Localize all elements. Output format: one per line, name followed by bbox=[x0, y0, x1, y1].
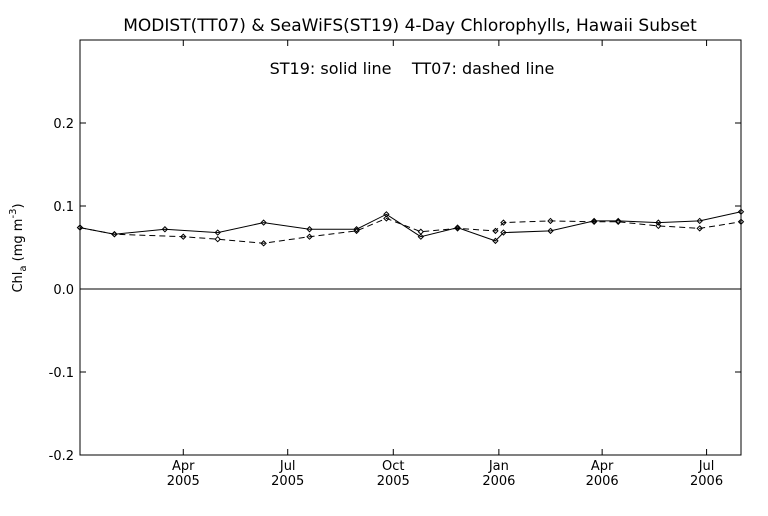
data-point-marker bbox=[353, 227, 360, 235]
y-tick-label: 0.1 bbox=[53, 200, 74, 215]
data-point-marker bbox=[76, 224, 84, 231]
data-point-marker bbox=[353, 226, 360, 233]
data-point-marker bbox=[383, 211, 390, 218]
x-axis: Apr2005Jul2005Oct2005Jan2006Apr2006Jul20… bbox=[167, 40, 723, 489]
data-point-marker bbox=[417, 228, 425, 235]
y-axis-label: Chla (mg m-3) bbox=[8, 203, 29, 292]
data-point-marker bbox=[500, 229, 507, 236]
data-point-marker bbox=[214, 229, 221, 236]
chart-title: MODIST(TT07) & SeaWiFS(ST19) 4-Day Chlor… bbox=[123, 16, 697, 36]
x-tick-month-label: Apr bbox=[591, 459, 614, 474]
data-point-marker bbox=[655, 219, 662, 226]
x-tick-month-label: Jul bbox=[279, 459, 296, 474]
x-tick-year-label: 2006 bbox=[690, 474, 723, 489]
data-point-marker bbox=[492, 227, 499, 235]
x-tick-year-label: 2005 bbox=[271, 474, 304, 489]
x-tick-year-label: 2006 bbox=[586, 474, 619, 489]
x-tick-year-label: 2006 bbox=[482, 474, 515, 489]
data-point-marker bbox=[737, 208, 745, 216]
data-point-marker bbox=[111, 231, 118, 238]
legend-annotation: ST19: solid line TT07: dashed line bbox=[270, 59, 555, 78]
data-point-marker bbox=[492, 237, 499, 245]
series-ST19 bbox=[76, 208, 745, 245]
data-point-marker bbox=[696, 217, 703, 225]
data-point-marker bbox=[306, 226, 313, 233]
data-point-marker bbox=[214, 235, 221, 243]
data-point-marker bbox=[383, 215, 390, 222]
data-point-marker bbox=[306, 233, 313, 240]
data-point-marker bbox=[696, 225, 703, 232]
data-point-marker bbox=[454, 225, 461, 232]
data-point-marker bbox=[615, 218, 622, 225]
y-tick-label: -0.1 bbox=[49, 366, 74, 381]
series-line-ST19 bbox=[79, 211, 742, 242]
data-point-marker bbox=[500, 219, 507, 226]
data-point-marker bbox=[615, 217, 622, 225]
x-tick-year-label: 2005 bbox=[377, 474, 410, 489]
plot-frame bbox=[79, 39, 742, 456]
series-TT07 bbox=[76, 215, 745, 247]
x-tick-month-label: Jan bbox=[488, 459, 509, 474]
x-tick-year-label: 2005 bbox=[167, 474, 200, 489]
x-tick-month-label: Oct bbox=[382, 459, 404, 474]
data-point-marker bbox=[417, 233, 425, 240]
data-point-marker bbox=[547, 217, 554, 225]
data-point-marker bbox=[161, 226, 169, 233]
data-point-marker bbox=[590, 217, 598, 225]
series-layer bbox=[76, 208, 745, 247]
data-point-marker bbox=[655, 222, 662, 230]
x-tick-month-label: Apr bbox=[172, 459, 195, 474]
data-point-marker bbox=[737, 218, 745, 225]
y-tick-label: 0.0 bbox=[53, 283, 74, 298]
series-line-TT07 bbox=[79, 217, 742, 244]
y-tick-label: -0.2 bbox=[49, 449, 74, 464]
data-point-marker bbox=[180, 233, 187, 240]
data-point-marker bbox=[547, 227, 554, 235]
y-axis: 0.2 0.1 0.0 -0.1 -0.2 bbox=[49, 117, 741, 464]
data-point-marker bbox=[260, 240, 267, 247]
data-point-marker bbox=[260, 219, 267, 226]
y-tick-label: 0.2 bbox=[53, 117, 74, 132]
data-point-marker bbox=[454, 224, 461, 231]
data-point-marker bbox=[590, 218, 598, 225]
x-tick-month-label: Jul bbox=[698, 459, 715, 474]
